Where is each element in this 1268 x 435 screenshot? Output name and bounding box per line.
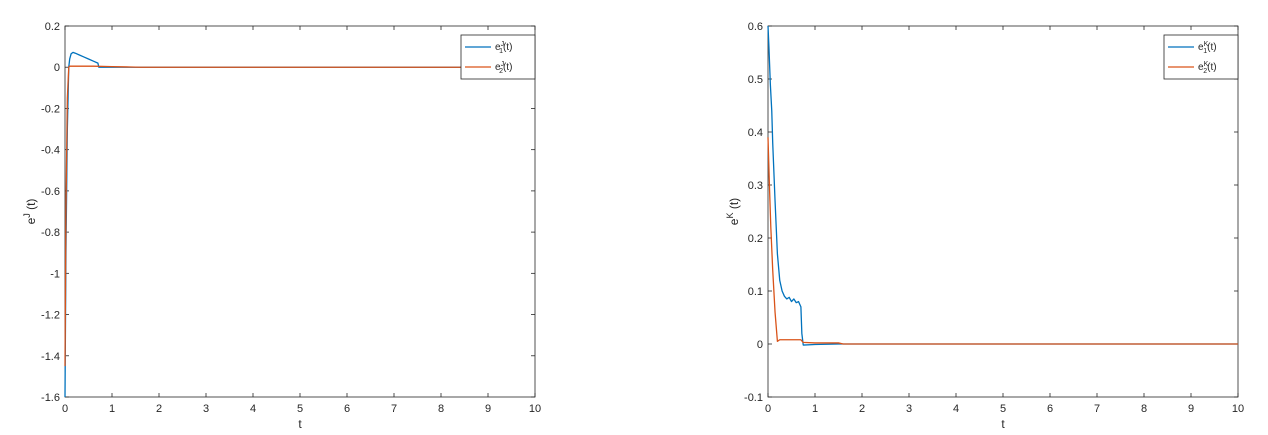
y-tick-label: -0.2	[41, 103, 60, 115]
y-tick-label: 0	[54, 62, 60, 74]
series-line-1	[64, 51, 535, 398]
legend-box	[1163, 34, 1239, 80]
x-tick-label: 10	[529, 403, 541, 415]
series-line-2	[767, 137, 1238, 345]
legend-entry-1: eJ 1(t)	[495, 41, 512, 55]
x-tick-label: 8	[1141, 403, 1147, 415]
x-tick-label: 9	[485, 403, 491, 415]
y-tick-label: 0.2	[748, 233, 763, 245]
legend: eK 1(t) eK 2(t)	[1163, 34, 1239, 80]
x-tick-label: 7	[1094, 403, 1100, 415]
y-tick-label: -0.6	[41, 186, 60, 198]
x-tick-label: 9	[1188, 403, 1194, 415]
y-tick-label: -1	[50, 268, 60, 280]
plot-frame	[767, 25, 1239, 398]
x-tick-label: 4	[953, 403, 959, 415]
y-tick-label: 0	[757, 339, 763, 351]
x-tick-label: 6	[344, 403, 350, 415]
x-tick-label: 2	[156, 403, 162, 415]
legend-box	[460, 34, 536, 80]
x-tick-label: 10	[1232, 403, 1244, 415]
x-tick-label: 5	[1000, 403, 1006, 415]
y-tick-label: -1.2	[41, 310, 60, 322]
series-line-2	[64, 65, 535, 367]
x-axis-label: t	[1001, 417, 1005, 431]
y-tick-label: 0.1	[748, 286, 763, 298]
x-tick-label: 5	[297, 403, 303, 415]
y-axis-label: eK (t)	[725, 198, 741, 225]
x-tick-label: 0	[765, 403, 771, 415]
y-tick-label: 0.5	[748, 74, 763, 86]
y-tick-label: 0.3	[748, 180, 763, 192]
x-axis-label: t	[298, 417, 302, 431]
y-tick-label: 0.6	[748, 21, 763, 33]
x-tick-label: 6	[1047, 403, 1053, 415]
chart-1: 0 1 2 3 4 5 6 7 8 9 10 -1.6 -1.4 -1.2 -1 -0.8 -0.6 -0.4 -0…	[22, 21, 541, 431]
legend-entry-1: eK 1(t)	[1198, 41, 1217, 55]
x-tick-label: 2	[859, 403, 865, 415]
y-tick-label: -0.1	[744, 392, 763, 404]
x-tick-label: 7	[391, 403, 397, 415]
x-tick-label: 3	[906, 403, 912, 415]
x-tick-label: 0	[62, 403, 68, 415]
y-tick-label: -1.4	[41, 351, 60, 363]
y-tick-label: -0.4	[41, 145, 60, 157]
x-tick-label: 1	[812, 403, 818, 415]
y-axis-label: eJ (t)	[22, 199, 38, 225]
x-tick-label: 3	[203, 403, 209, 415]
x-tick-label: 1	[109, 403, 115, 415]
y-tick-label: -0.8	[41, 227, 60, 239]
legend-entry-2: eK 2(t)	[1198, 61, 1217, 75]
legend: eJ 1(t) eJ 2(t)	[460, 34, 536, 80]
x-tick-label: 4	[250, 403, 256, 415]
plot-frame	[64, 25, 536, 398]
y-tick-label: -1.6	[41, 392, 60, 404]
y-tick-label: 0.4	[748, 127, 763, 139]
legend-entry-2: eJ 2(t)	[495, 61, 512, 75]
x-tick-label: 8	[438, 403, 444, 415]
y-tick-label: 0.2	[45, 21, 60, 33]
